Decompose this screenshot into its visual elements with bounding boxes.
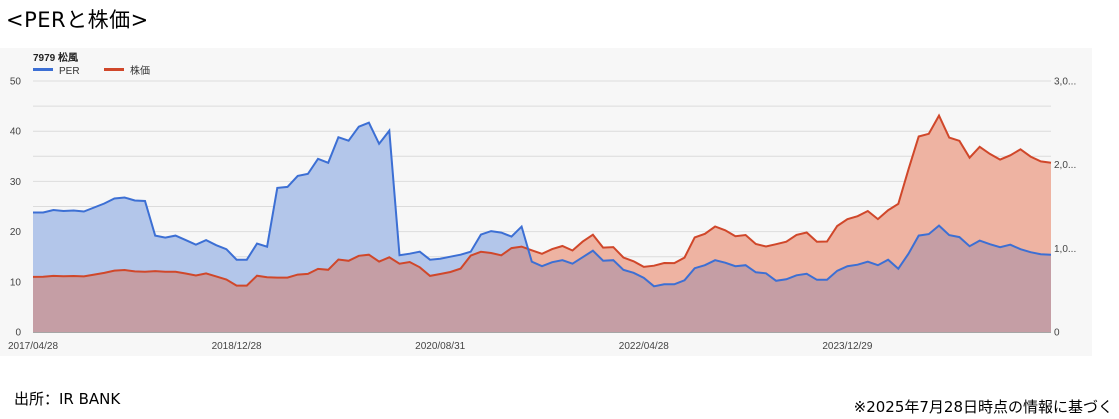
legend-swatch-per bbox=[33, 68, 53, 71]
chart-title: 7979 松風 bbox=[33, 51, 78, 64]
chart-panel: 0 10 20 30 40 50 0 1,0... 2,0... 3,0... 2017/04/28… bbox=[0, 48, 1092, 356]
legend-label-price[interactable]: 株価 bbox=[130, 64, 150, 77]
source-note: 出所：IR BANK bbox=[14, 390, 121, 408]
per-series-line bbox=[33, 121, 1052, 288]
y2-tick-label: 1,0... bbox=[1054, 244, 1076, 255]
x-tick-label: 2020/08/31 bbox=[415, 341, 465, 352]
y-tick-label: 30 bbox=[10, 177, 22, 188]
x-tick-label: 2017/04/28 bbox=[8, 341, 58, 352]
y-tick-label: 50 bbox=[10, 77, 22, 88]
price-series-line bbox=[32, 113, 1052, 287]
page-heading: <PERと株価> bbox=[6, 8, 149, 32]
x-tick-label: 2023/12/29 bbox=[822, 341, 872, 352]
axis-ticks: 0 10 20 30 40 50 0 1,0... 2,0... 3,0... 2017/04/28… bbox=[8, 77, 1076, 353]
y-tick-label: 0 bbox=[15, 328, 21, 339]
y-tick-label: 10 bbox=[10, 277, 22, 288]
legend-swatch-price bbox=[104, 68, 124, 71]
as-of-note: ※2025年7月28日時点の情報に基づく bbox=[853, 398, 1113, 416]
y2-tick-label: 2,0... bbox=[1054, 160, 1076, 171]
x-tick-label: 2022/04/28 bbox=[619, 341, 669, 352]
legend: PER 株価 bbox=[33, 64, 150, 77]
y2-tick-label: 0 bbox=[1054, 328, 1060, 339]
y-tick-label: 40 bbox=[10, 127, 22, 138]
legend-label-per[interactable]: PER bbox=[59, 66, 80, 77]
y-tick-label: 20 bbox=[10, 227, 22, 238]
per-price-chart: 0 10 20 30 40 50 0 1,0... 2,0... 3,0... 2017/04/28… bbox=[8, 51, 1076, 353]
x-tick-label: 2018/12/28 bbox=[212, 341, 262, 352]
y2-tick-label: 3,0... bbox=[1054, 77, 1076, 88]
